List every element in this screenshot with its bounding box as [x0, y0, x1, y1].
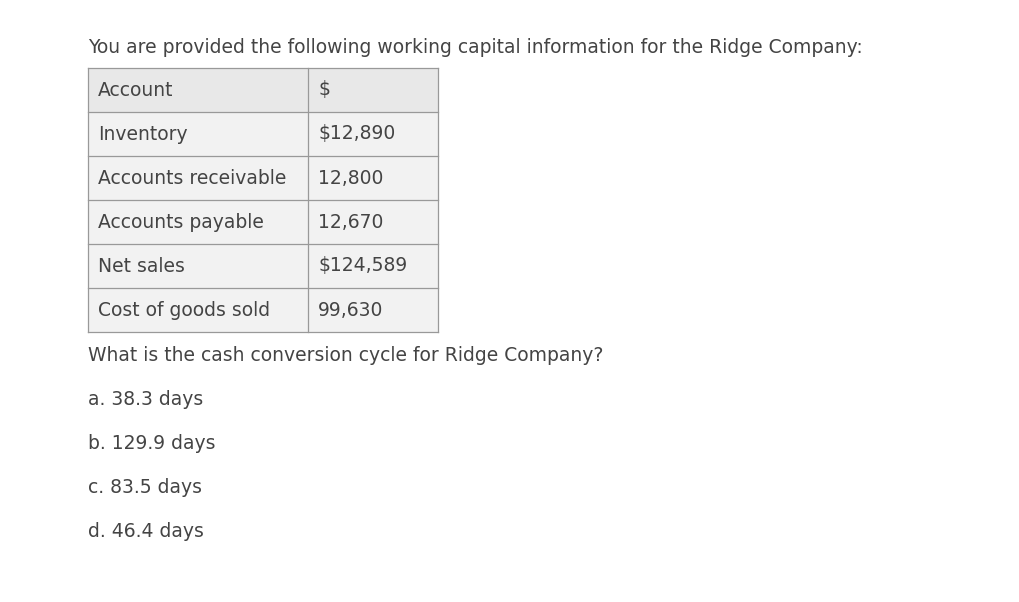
Text: a. 38.3 days: a. 38.3 days — [88, 390, 203, 409]
Text: Cost of goods sold: Cost of goods sold — [98, 300, 270, 320]
Text: $12,890: $12,890 — [318, 125, 395, 143]
Text: $124,589: $124,589 — [318, 256, 408, 276]
Bar — [88, 244, 308, 288]
Text: Account: Account — [98, 81, 173, 99]
Text: You are provided the following working capital information for the Ridge Company: You are provided the following working c… — [88, 38, 863, 57]
Text: 12,670: 12,670 — [318, 213, 383, 232]
Bar — [88, 156, 308, 200]
Bar — [308, 288, 438, 332]
Text: Inventory: Inventory — [98, 125, 187, 143]
Text: Accounts payable: Accounts payable — [98, 213, 264, 232]
Bar — [88, 200, 308, 244]
Text: Accounts receivable: Accounts receivable — [98, 169, 286, 187]
Bar — [308, 244, 438, 288]
Bar — [88, 68, 308, 112]
Bar — [308, 112, 438, 156]
Text: What is the cash conversion cycle for Ridge Company?: What is the cash conversion cycle for Ri… — [88, 346, 603, 365]
Bar — [308, 68, 438, 112]
Text: 99,630: 99,630 — [318, 300, 383, 320]
Text: 12,800: 12,800 — [318, 169, 383, 187]
Bar — [88, 288, 308, 332]
Text: d. 46.4 days: d. 46.4 days — [88, 522, 204, 541]
Bar — [308, 200, 438, 244]
Bar — [308, 156, 438, 200]
Text: Net sales: Net sales — [98, 256, 184, 276]
Text: $: $ — [318, 81, 330, 99]
Bar — [88, 112, 308, 156]
Text: c. 83.5 days: c. 83.5 days — [88, 478, 202, 497]
Text: b. 129.9 days: b. 129.9 days — [88, 434, 215, 453]
